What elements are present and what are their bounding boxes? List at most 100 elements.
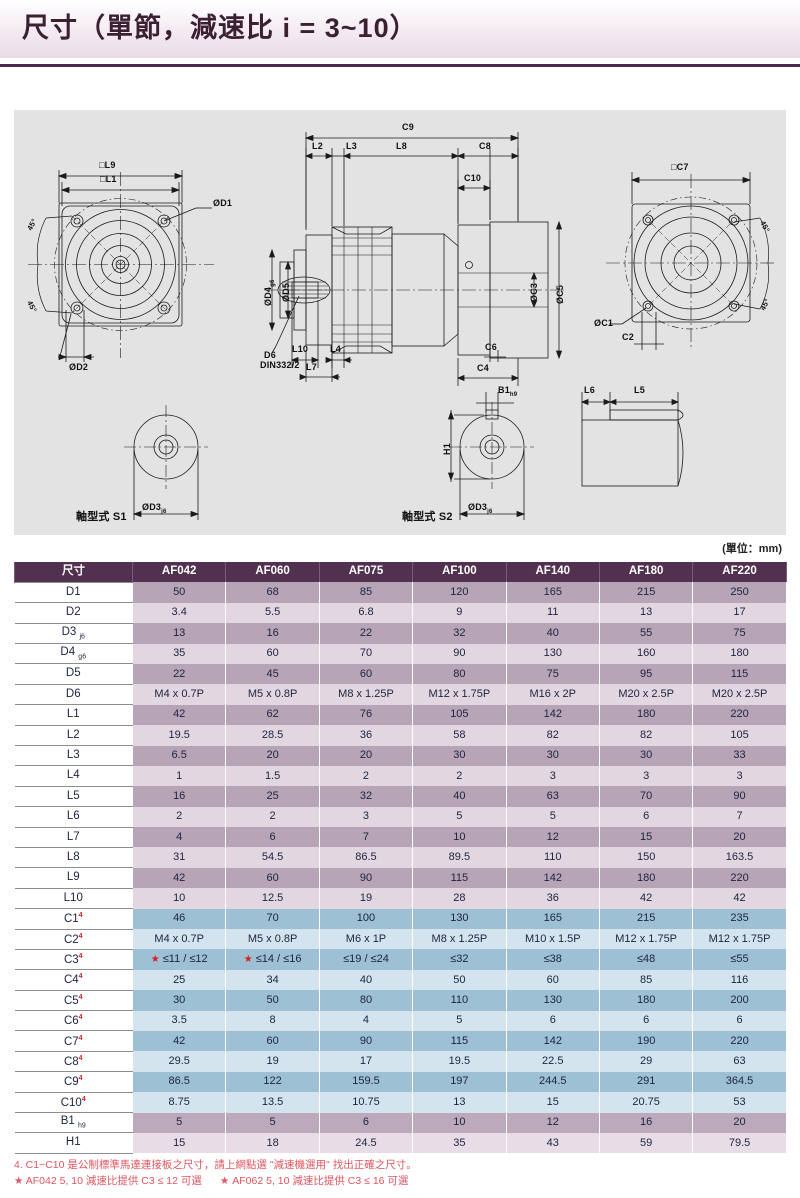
cell-c2-af180: M12 x 1.75P bbox=[598, 929, 694, 950]
cell-h1-af060: 18 bbox=[225, 1132, 320, 1154]
cell-l9-af100: 115 bbox=[412, 867, 507, 889]
table-row: L2 19.5 28.5 36 58 82 82 105 bbox=[14, 724, 787, 747]
row-label-c7: C74 bbox=[14, 1030, 133, 1052]
cell-c7-af140: 142 bbox=[505, 1030, 600, 1052]
table-row: C84 29.5 19 17 19.5 22.5 29 63 bbox=[14, 1050, 787, 1073]
cell-d2-af060: 5.5 bbox=[225, 602, 320, 624]
cell-c3-af075: ≤19 / ≤24 bbox=[318, 949, 414, 970]
cell-c6-af140: 6 bbox=[505, 1010, 600, 1031]
label-c2: C2 bbox=[622, 332, 634, 342]
cell-c3-af220: ≤55 bbox=[692, 949, 787, 970]
cell-d4-af100: 90 bbox=[412, 643, 507, 664]
cell-c5-af220: 200 bbox=[692, 990, 787, 1011]
table-row: C54 30 50 80 110 130 180 200 bbox=[14, 989, 787, 1012]
label-c4: C4 bbox=[477, 363, 489, 373]
cell-c2-af140: M10 x 1.5P bbox=[505, 929, 600, 950]
table-row: C94 86.5 122 159.5 197 244.5 291 364.5 bbox=[14, 1071, 787, 1093]
table-row: D3 j6 13 16 22 32 40 55 75 bbox=[14, 622, 787, 645]
row-label-d6: D6 bbox=[14, 683, 133, 706]
label-l7: L7 bbox=[306, 362, 317, 372]
footnotes: 4. C1~C10 是公制標準馬達連接板之尺寸，請上網點選 "減速機選用" 找出… bbox=[14, 1157, 794, 1190]
table-row: B1 h9 5 5 6 10 12 16 20 bbox=[14, 1112, 787, 1134]
cell-d3-af100: 32 bbox=[412, 623, 507, 644]
cell-l5-af042: 16 bbox=[131, 786, 227, 807]
row-label-b1: B1 h9 bbox=[14, 1112, 133, 1134]
label-d1: ØD1 bbox=[213, 198, 233, 208]
cell-l4-af075: 2 bbox=[318, 765, 414, 787]
cell-h1-af220: 79.5 bbox=[692, 1132, 787, 1154]
table-row: L3 6.5 20 20 30 30 30 33 bbox=[14, 745, 787, 767]
cell-d3-af075: 22 bbox=[318, 623, 414, 644]
table-row: D2 3.4 5.5 6.8 9 11 13 17 bbox=[14, 602, 787, 624]
cell-d4-af075: 70 bbox=[318, 643, 414, 664]
cell-l7-af075: 7 bbox=[318, 827, 414, 848]
cell-l4-af140: 3 bbox=[505, 765, 600, 787]
table-body: D1 50 68 85 120 165 215 250 D2 3.4 5.5 6.8 9 11 13 17 D3… bbox=[14, 581, 787, 1154]
cell-d5-af140: 75 bbox=[505, 663, 600, 685]
table-row: C34 ★ ≤11 / ≤12 ★ ≤14 / ≤16 ≤19 / ≤24 ≤32 ≤38… bbox=[14, 948, 787, 971]
table-row: C64 3.5 8 4 5 6 6 6 bbox=[14, 1010, 787, 1032]
cell-h1-af100: 35 bbox=[412, 1132, 507, 1154]
cell-c3-af180: ≤48 bbox=[598, 949, 694, 970]
table-row: C44 25 34 40 50 60 85 116 bbox=[14, 969, 787, 991]
cell-l4-af180: 3 bbox=[598, 765, 694, 787]
cell-l4-af100: 2 bbox=[412, 765, 507, 787]
title-band: 尺寸（單節，減速比 i = 3~10） bbox=[0, 0, 800, 58]
cell-c8-af100: 19.5 bbox=[412, 1051, 507, 1072]
cell-c4-af060: 34 bbox=[225, 969, 320, 991]
label-l8: L8 bbox=[396, 141, 407, 151]
cell-c2-af220: M12 x 1.75P bbox=[692, 929, 787, 950]
cell-l7-af060: 6 bbox=[225, 827, 320, 848]
table-header-row: 尺寸 AF042 AF060 AF075 AF100 AF140 AF180 A… bbox=[14, 562, 787, 583]
row-label-d2: D2 bbox=[14, 602, 133, 624]
cell-c7-af042: 42 bbox=[131, 1030, 227, 1052]
row-label-c8: C84 bbox=[14, 1050, 133, 1073]
cell-d1-af180: 215 bbox=[598, 582, 694, 603]
cell-d3-af060: 16 bbox=[225, 623, 320, 644]
column-header-af140: AF140 bbox=[505, 562, 600, 583]
cell-d3-af220: 75 bbox=[692, 623, 787, 644]
cell-l8-af140: 110 bbox=[505, 847, 600, 868]
column-header-af075: AF075 bbox=[318, 562, 414, 583]
cell-d3-af140: 40 bbox=[505, 623, 600, 644]
cell-l1-af075: 76 bbox=[318, 704, 414, 726]
cell-c8-af060: 19 bbox=[225, 1051, 320, 1072]
cell-d4-af220: 180 bbox=[692, 643, 787, 664]
cell-d6-af042: M4 x 0.7P bbox=[131, 684, 227, 705]
cell-l5-af140: 63 bbox=[505, 786, 600, 807]
cell-l4-af042: 1 bbox=[131, 765, 227, 787]
cell-c8-af180: 29 bbox=[598, 1051, 694, 1072]
cell-l8-af042: 31 bbox=[131, 847, 227, 868]
cell-b1-af140: 12 bbox=[505, 1112, 600, 1133]
cell-l8-af100: 89.5 bbox=[412, 847, 507, 868]
label-l4: L4 bbox=[330, 344, 341, 354]
cell-c9-af180: 291 bbox=[598, 1071, 694, 1093]
table-row: L10 10 12.5 19 28 36 42 42 bbox=[14, 887, 787, 910]
row-label-l10: L10 bbox=[14, 887, 133, 910]
cell-d1-af140: 165 bbox=[505, 582, 600, 603]
cell-l8-af060: 54.5 bbox=[225, 847, 320, 868]
row-label-c4: C44 bbox=[14, 969, 133, 991]
cell-b1-af075: 6 bbox=[318, 1112, 414, 1133]
engineering-drawing-svg bbox=[28, 132, 776, 520]
cell-d3-af180: 55 bbox=[598, 623, 694, 644]
cell-l10-af075: 19 bbox=[318, 888, 414, 909]
cell-l3-af220: 33 bbox=[692, 745, 787, 766]
cell-l10-af060: 12.5 bbox=[225, 888, 320, 909]
label-l9: □L9 bbox=[99, 160, 116, 170]
cell-c5-af100: 110 bbox=[412, 990, 507, 1011]
row-label-l3: L3 bbox=[14, 745, 133, 767]
row-label-h1: H1 bbox=[14, 1132, 133, 1154]
row-label-l8: L8 bbox=[14, 846, 133, 869]
cell-b1-af220: 20 bbox=[692, 1112, 787, 1133]
cell-c3-af140: ≤38 bbox=[505, 949, 600, 970]
cell-l1-af180: 180 bbox=[598, 704, 694, 726]
footnote-line-1: 4. C1~C10 是公制標準馬達連接板之尺寸，請上網點選 "減速機選用" 找出… bbox=[14, 1159, 417, 1171]
label-l10: L10 bbox=[292, 344, 309, 354]
cell-b1-af180: 16 bbox=[598, 1112, 694, 1133]
cell-d3-af042: 13 bbox=[131, 623, 227, 644]
row-label-c6: C64 bbox=[14, 1010, 133, 1032]
cell-d6-af180: M20 x 2.5P bbox=[598, 684, 694, 705]
cell-c1-af100: 130 bbox=[412, 908, 507, 930]
cell-c8-af042: 29.5 bbox=[131, 1051, 227, 1072]
